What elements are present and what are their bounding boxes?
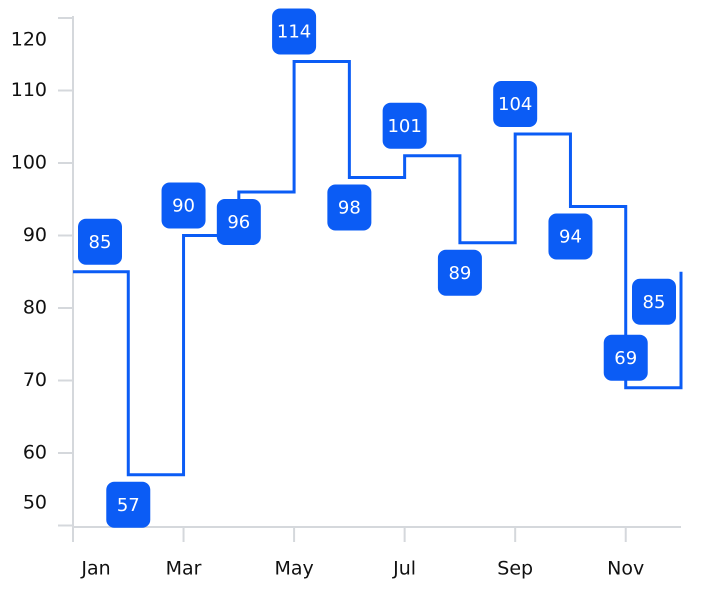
data-label-text: 101 — [387, 116, 421, 137]
data-label: 89 — [437, 249, 482, 296]
data-label: 94 — [548, 213, 593, 260]
data-label-box — [78, 218, 122, 265]
data-label-text: 85 — [643, 292, 666, 313]
x-tick-label: Nov — [607, 558, 644, 580]
data-label: 85 — [632, 278, 676, 325]
data-label-text: 104 — [498, 94, 532, 115]
data-label-text: 89 — [448, 263, 471, 284]
data-label: 57 — [106, 481, 151, 528]
x-tick-label: Mar — [166, 558, 202, 580]
data-label-box — [272, 8, 317, 55]
y-tick-label: 90 — [23, 224, 47, 246]
x-tick-label: Jan — [80, 558, 110, 580]
data-label-box — [216, 199, 261, 245]
data-label-text: 98 — [338, 198, 361, 219]
y-tick-label: 70 — [23, 369, 47, 391]
data-label-text: 114 — [277, 22, 311, 43]
data-label: 85 — [78, 218, 122, 265]
x-tick-label: Sep — [497, 558, 533, 580]
data-label-text: 69 — [614, 348, 637, 369]
y-tick-label: 110 — [11, 79, 47, 101]
data-label-box — [161, 182, 206, 229]
data-label: 104 — [493, 81, 538, 127]
data-label-box — [327, 184, 372, 231]
data-label-text: 96 — [227, 212, 250, 233]
data-label-box — [548, 213, 593, 260]
data-label: 90 — [161, 182, 206, 229]
data-label: 69 — [603, 334, 648, 381]
x-tick-label: Jul — [392, 558, 416, 580]
data-label-box — [437, 249, 482, 296]
data-label-text: 57 — [117, 495, 140, 516]
data-label: 98 — [327, 184, 372, 231]
y-tick-label: 80 — [23, 297, 47, 319]
y-tick-label: 100 — [11, 152, 47, 174]
data-label: 96 — [216, 199, 261, 245]
data-label-text: 94 — [559, 227, 582, 248]
y-tick-label: 60 — [23, 442, 47, 464]
data-label: 101 — [382, 102, 427, 149]
y-tick-label: 50 — [23, 492, 47, 514]
data-label-box — [382, 102, 427, 149]
data-label-box — [493, 81, 538, 127]
y-tick-label: 120 — [11, 29, 47, 51]
data-label-text: 90 — [172, 196, 195, 217]
x-tick-label: May — [274, 558, 313, 580]
data-label-box — [106, 481, 151, 528]
data-label-text: 85 — [89, 232, 112, 253]
data-label-box — [603, 334, 648, 381]
data-label-box — [632, 278, 676, 325]
step-line — [73, 60, 683, 477]
data-label: 114 — [272, 8, 317, 55]
